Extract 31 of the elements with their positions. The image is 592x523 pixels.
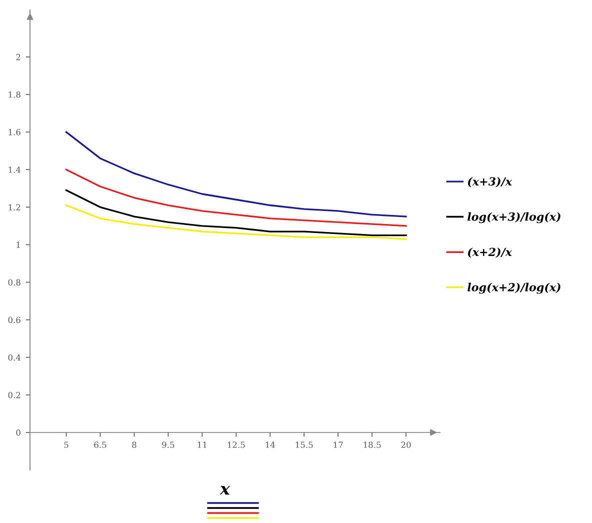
x-axis-title: x (220, 486, 230, 495)
x-tick-label: 14 (266, 442, 275, 448)
x-tick-label: 9.5 (162, 442, 174, 448)
y-tick-label: 1 (16, 242, 20, 248)
y-tick-label: 0.8 (8, 279, 20, 286)
legend-label: (x+2)/x (468, 248, 512, 258)
y-tick-label: 0.6 (8, 316, 20, 324)
line-series (65, 131, 407, 218)
y-tick-label: 0.2 (8, 392, 20, 398)
y-tick-label: 1.6 (8, 129, 20, 136)
legend-label: (x+3)/x (468, 177, 512, 188)
y-tick-label: 2 (16, 54, 20, 60)
x-tick-label: 15.5 (296, 442, 313, 448)
x-tick-label: 20 (401, 442, 411, 448)
x-tick-label: 12.5 (228, 442, 245, 448)
y-tick-label: 1.2 (8, 204, 20, 210)
legend-label: log(x+2)/log(x) (467, 282, 560, 294)
x-tick-label: 18.5 (364, 442, 381, 448)
line-series (65, 168, 407, 227)
y-tick-label: 1.8 (8, 91, 20, 98)
legend-label: log(x+3)/log(x) (467, 212, 560, 224)
x-tick-label: 5 (64, 442, 68, 448)
y-tick-label: 0 (16, 429, 20, 436)
y-tick-label: 1.4 (8, 166, 21, 173)
y-tick-label: 0.4 (8, 354, 21, 361)
line-series (65, 189, 407, 236)
line-series (65, 204, 407, 240)
x-tick-label: 17 (334, 442, 343, 448)
x-tick-label: 6.5 (94, 442, 106, 448)
x-tick-label: 8 (132, 442, 136, 448)
x-tick-label: 11 (198, 442, 206, 448)
